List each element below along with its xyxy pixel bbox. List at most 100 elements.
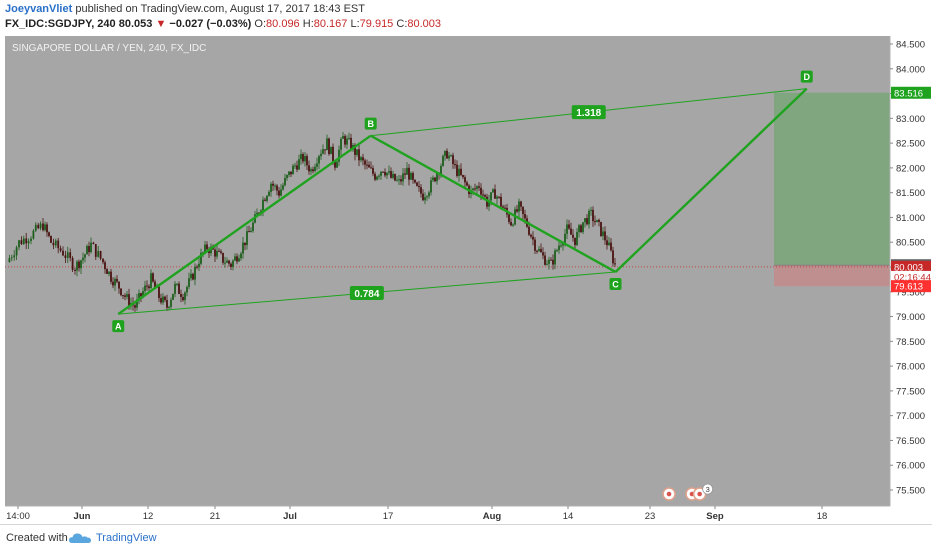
candle-body[interactable] [71, 257, 74, 270]
time-axis[interactable] [0, 506, 890, 524]
candle-body[interactable] [404, 173, 406, 175]
author-link[interactable]: JoeyvanVliet [5, 3, 73, 15]
candle-body[interactable] [498, 196, 500, 198]
candle-body[interactable] [430, 180, 432, 193]
candle-body[interactable] [286, 174, 288, 179]
candle-body[interactable] [348, 137, 350, 139]
candle-body[interactable] [320, 153, 322, 157]
candle-body[interactable] [444, 150, 446, 156]
candle-body[interactable] [366, 164, 368, 166]
candle-body[interactable] [502, 206, 504, 208]
candle-body[interactable] [238, 258, 240, 262]
pattern-leg-ab[interactable] [117, 134, 372, 316]
candle-body[interactable] [504, 207, 506, 209]
candle-body[interactable] [508, 214, 510, 222]
candle-body[interactable] [336, 161, 338, 168]
candle-body[interactable] [134, 305, 136, 308]
candle-body[interactable] [152, 273, 154, 282]
candle-body[interactable] [174, 283, 176, 294]
candle-body[interactable] [402, 173, 404, 182]
candle-body[interactable] [86, 245, 88, 255]
candle-body[interactable] [588, 210, 590, 225]
candle-body[interactable] [542, 252, 544, 256]
candle-body[interactable] [556, 250, 558, 252]
candle-body[interactable] [150, 273, 152, 289]
candle-body[interactable] [146, 285, 148, 287]
candle-body[interactable] [46, 224, 48, 233]
candle-body[interactable] [57, 240, 60, 249]
candle-body[interactable] [112, 281, 114, 286]
candle-body[interactable] [120, 288, 122, 296]
candle-body[interactable] [154, 281, 156, 288]
candle-body[interactable] [408, 167, 410, 180]
candle-body[interactable] [384, 171, 386, 176]
candle-body[interactable] [288, 171, 290, 175]
candle-body[interactable] [64, 255, 67, 258]
candle-body[interactable] [530, 234, 532, 237]
candle-body[interactable] [612, 250, 614, 264]
candle-body[interactable] [462, 174, 464, 178]
candle-body[interactable] [50, 235, 52, 243]
candle-body[interactable] [108, 271, 110, 274]
candle-body[interactable] [22, 238, 25, 245]
candle-body[interactable] [380, 171, 382, 176]
candle-body[interactable] [574, 237, 576, 246]
candle-body[interactable] [528, 226, 530, 235]
candle-body[interactable] [102, 258, 104, 263]
candle-body[interactable] [302, 154, 304, 162]
candle-body[interactable] [428, 192, 430, 197]
candle-body[interactable] [342, 136, 344, 139]
candle-body[interactable] [424, 197, 426, 201]
plot-area[interactable] [5, 36, 890, 506]
candle-body[interactable] [308, 165, 310, 172]
symbol-label[interactable]: FX_IDC:SGDJPY, 240 [5, 18, 116, 30]
candle-body[interactable] [340, 138, 342, 150]
candle-body[interactable] [496, 196, 498, 199]
candle-body[interactable] [54, 240, 57, 246]
candle-body[interactable] [190, 273, 192, 279]
candle-body[interactable] [432, 177, 434, 181]
candle-body[interactable] [586, 218, 588, 225]
candle-body[interactable] [160, 298, 162, 303]
candle-body[interactable] [422, 193, 424, 201]
candle-body[interactable] [516, 209, 518, 212]
candle-body[interactable] [434, 177, 436, 182]
candle-body[interactable] [292, 165, 294, 175]
candle-body[interactable] [52, 242, 55, 246]
candle-body[interactable] [332, 146, 334, 162]
candle-body[interactable] [374, 173, 376, 180]
candle-body[interactable] [128, 294, 130, 306]
pattern-leg-cd[interactable] [614, 87, 808, 273]
candle-body[interactable] [414, 179, 416, 183]
candle-body[interactable] [90, 242, 92, 253]
candle-body[interactable] [388, 171, 390, 173]
candle-body[interactable] [558, 245, 560, 251]
target-zone[interactable] [774, 92, 890, 266]
candle-body[interactable] [548, 259, 550, 264]
candle-body[interactable] [394, 173, 396, 181]
point-badge-d[interactable] [800, 70, 813, 83]
candle-body[interactable] [400, 179, 402, 182]
candle-body[interactable] [78, 261, 80, 269]
pattern-leg-bc[interactable] [370, 134, 617, 274]
candle-body[interactable] [372, 168, 374, 174]
candle-body[interactable] [59, 248, 62, 251]
candle-body[interactable] [304, 156, 306, 162]
candle-body[interactable] [490, 192, 492, 201]
candle-body[interactable] [466, 182, 468, 186]
candle-body[interactable] [114, 278, 116, 286]
candle-body[interactable] [314, 166, 316, 172]
candle-body[interactable] [82, 257, 84, 261]
candle-body[interactable] [8, 258, 11, 263]
candle-body[interactable] [600, 221, 602, 236]
candle-body[interactable] [44, 224, 46, 231]
candle-body[interactable] [122, 295, 124, 297]
candle-body[interactable] [578, 225, 580, 233]
candle-body[interactable] [234, 256, 236, 261]
candle-body[interactable] [30, 238, 32, 241]
candle-body[interactable] [482, 194, 484, 196]
candle-body[interactable] [602, 231, 604, 236]
candle-body[interactable] [216, 250, 218, 257]
candle-body[interactable] [566, 224, 568, 234]
candle-body[interactable] [186, 286, 188, 293]
